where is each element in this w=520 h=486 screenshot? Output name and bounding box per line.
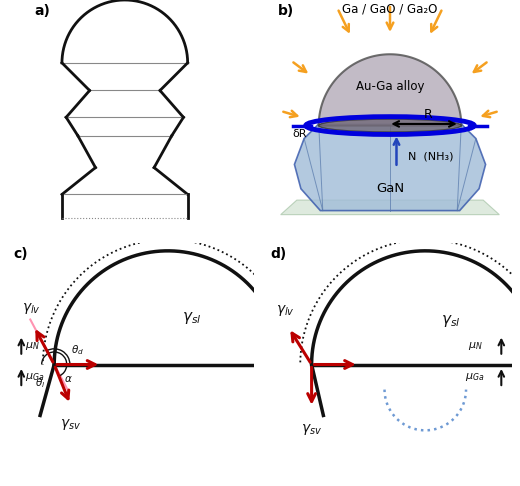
Text: Au-Ga alloy: Au-Ga alloy (356, 80, 424, 93)
Polygon shape (281, 364, 310, 401)
Polygon shape (294, 124, 486, 210)
Polygon shape (319, 54, 461, 125)
Polygon shape (281, 364, 301, 397)
Text: $\mu_N$: $\mu_N$ (25, 340, 40, 352)
Text: $\gamma_{sl}$: $\gamma_{sl}$ (441, 312, 460, 329)
Text: $\alpha$: $\alpha$ (63, 374, 72, 384)
Text: $\gamma_{lv}$: $\gamma_{lv}$ (276, 303, 295, 318)
Text: $\gamma_{sv}$: $\gamma_{sv}$ (60, 417, 81, 432)
Text: $\gamma_{lv}$: $\gamma_{lv}$ (22, 301, 41, 316)
Text: $\theta_d$: $\theta_d$ (71, 344, 84, 357)
Text: $\gamma_{sl}$: $\gamma_{sl}$ (182, 311, 201, 327)
Text: N  (NH₃): N (NH₃) (408, 151, 453, 161)
Text: b): b) (278, 4, 294, 18)
Text: GaN: GaN (376, 182, 404, 195)
Text: $\gamma_{sv}$: $\gamma_{sv}$ (301, 422, 322, 437)
Text: a): a) (34, 4, 50, 18)
Text: Ga / GaO / Ga₂O: Ga / GaO / Ga₂O (342, 2, 438, 16)
Text: $\mu_{Ga}$: $\mu_{Ga}$ (465, 371, 485, 383)
Text: $\theta_l$: $\theta_l$ (35, 377, 46, 390)
Text: d): d) (271, 247, 287, 261)
Text: c): c) (14, 247, 28, 261)
Text: $\mu_{Ga}$: $\mu_{Ga}$ (25, 371, 45, 383)
Ellipse shape (319, 119, 461, 132)
Text: δR: δR (293, 129, 307, 139)
Text: $\mu_N$: $\mu_N$ (469, 340, 483, 352)
Polygon shape (281, 200, 499, 215)
Text: R: R (424, 108, 433, 122)
